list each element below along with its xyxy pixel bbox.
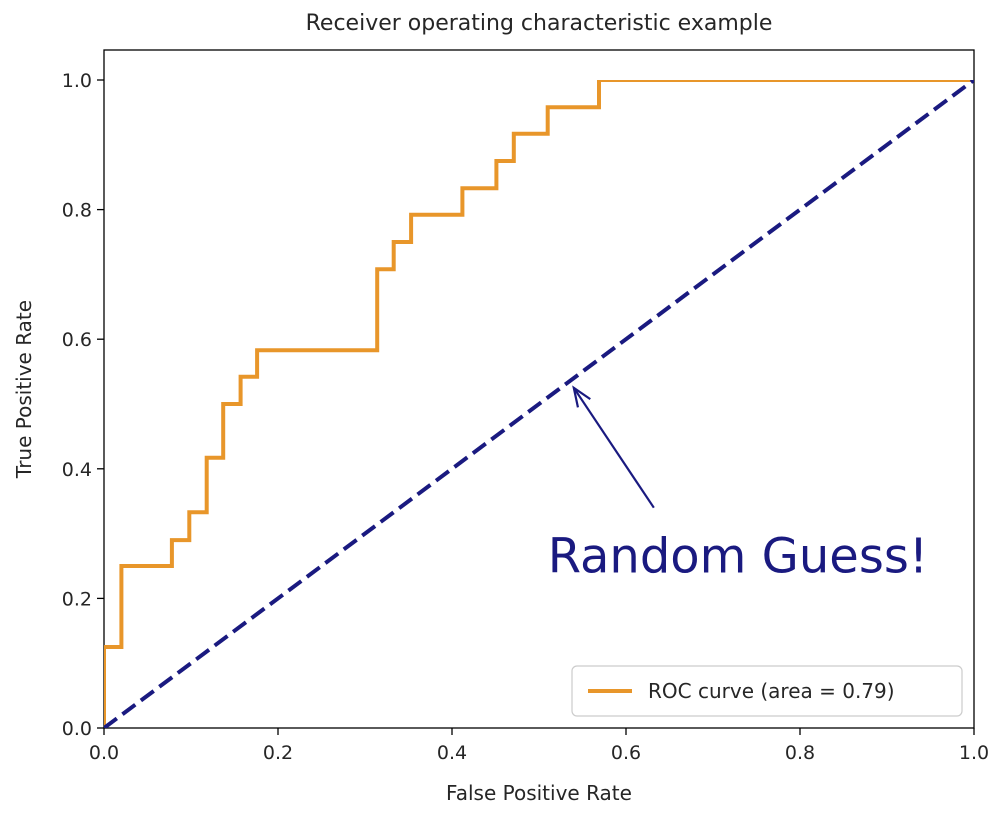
x-axis-label: False Positive Rate — [446, 781, 632, 805]
annotation-arrow-shaft — [572, 387, 655, 509]
roc-curve-line — [104, 80, 974, 728]
y-tick-label: 0.0 — [62, 718, 92, 740]
x-tick-label: 1.0 — [959, 742, 989, 764]
y-tick-label: 1.0 — [62, 70, 92, 92]
annotation-layer: Random Guess! — [548, 385, 928, 584]
x-tick-label: 0.6 — [611, 742, 641, 764]
series-layer — [104, 80, 974, 728]
x-tick-label: 0.8 — [785, 742, 815, 764]
random-guess-line — [104, 80, 974, 728]
x-tick-label: 0.4 — [437, 742, 467, 764]
annotation-arrow-head — [572, 385, 591, 408]
legend-box — [571, 665, 963, 717]
legend: ROC curve (area = 0.79) — [571, 665, 963, 717]
x-tick-label: 0.0 — [89, 742, 119, 764]
chart-title: Receiver operating characteristic exampl… — [306, 11, 773, 36]
legend-label: ROC curve (area = 0.79) — [648, 679, 895, 703]
y-tick-label: 0.8 — [62, 200, 92, 222]
y-axis-label: True Positive Rate — [12, 300, 36, 479]
y-tick-label: 0.4 — [62, 459, 92, 481]
x-axis-ticks: 0.0 0.2 0.4 0.6 0.8 1.0 — [89, 728, 989, 764]
y-tick-label: 0.2 — [62, 588, 92, 610]
y-axis-ticks: 0.0 0.2 0.4 0.6 0.8 1.0 — [62, 70, 104, 740]
y-tick-label: 0.6 — [62, 329, 92, 351]
x-tick-label: 0.2 — [263, 742, 293, 764]
annotation-text: Random Guess! — [548, 528, 928, 584]
plot-frame — [103, 49, 975, 729]
